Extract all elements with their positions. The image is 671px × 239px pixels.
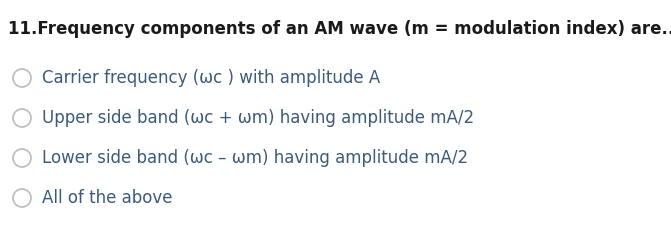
Text: Lower side band (ωc – ωm) having amplitude mA/2: Lower side band (ωc – ωm) having amplitu… [42,149,468,167]
Text: Upper side band (ωc + ωm) having amplitude mA/2: Upper side band (ωc + ωm) having amplitu… [42,109,474,127]
Text: Carrier frequency (ωc ) with amplitude A: Carrier frequency (ωc ) with amplitude A [42,69,380,87]
Circle shape [13,149,31,167]
Circle shape [13,69,31,87]
Text: 11.Frequency components of an AM wave (m = modulation index) are..........: 11.Frequency components of an AM wave (m… [8,20,671,38]
Circle shape [13,189,31,207]
Circle shape [13,109,31,127]
Text: All of the above: All of the above [42,189,172,207]
